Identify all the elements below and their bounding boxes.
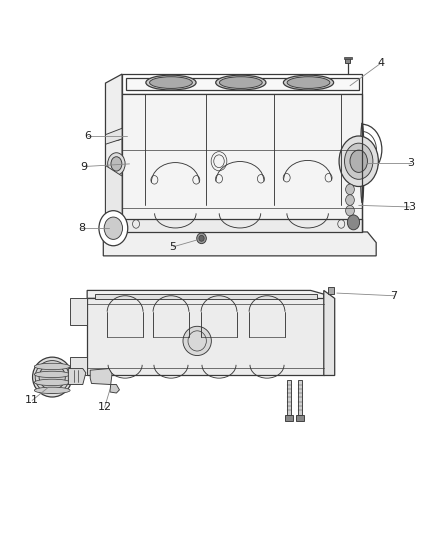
- Ellipse shape: [111, 132, 122, 141]
- Polygon shape: [109, 219, 362, 232]
- Text: 3: 3: [408, 158, 415, 168]
- Polygon shape: [106, 128, 122, 144]
- Ellipse shape: [34, 379, 70, 385]
- Polygon shape: [106, 165, 122, 219]
- Ellipse shape: [34, 364, 70, 369]
- Polygon shape: [106, 74, 122, 240]
- Polygon shape: [297, 380, 302, 415]
- Polygon shape: [328, 287, 334, 294]
- Text: 6: 6: [85, 131, 92, 141]
- Ellipse shape: [216, 75, 266, 90]
- Ellipse shape: [183, 326, 212, 356]
- Circle shape: [346, 205, 354, 216]
- Text: 12: 12: [98, 402, 112, 413]
- Text: 7: 7: [390, 290, 397, 301]
- Ellipse shape: [146, 75, 196, 90]
- Circle shape: [104, 217, 123, 239]
- Polygon shape: [110, 384, 120, 393]
- Text: 9: 9: [80, 161, 87, 172]
- Ellipse shape: [39, 365, 65, 390]
- Ellipse shape: [197, 233, 206, 244]
- Polygon shape: [95, 294, 317, 300]
- Polygon shape: [345, 58, 350, 63]
- Text: 13: 13: [403, 202, 417, 212]
- Text: 11: 11: [25, 395, 39, 406]
- Polygon shape: [122, 94, 362, 232]
- Polygon shape: [90, 368, 112, 384]
- Ellipse shape: [111, 157, 122, 171]
- Polygon shape: [344, 56, 352, 59]
- Ellipse shape: [34, 387, 70, 393]
- Ellipse shape: [360, 123, 364, 203]
- Ellipse shape: [150, 77, 192, 88]
- Ellipse shape: [287, 77, 330, 88]
- Polygon shape: [127, 78, 359, 90]
- Circle shape: [346, 184, 354, 195]
- Polygon shape: [70, 298, 87, 325]
- Ellipse shape: [345, 143, 373, 179]
- Polygon shape: [287, 380, 291, 415]
- Polygon shape: [285, 415, 293, 421]
- Ellipse shape: [108, 153, 125, 175]
- Text: 8: 8: [78, 223, 85, 233]
- Circle shape: [99, 211, 128, 246]
- Polygon shape: [296, 415, 304, 421]
- Circle shape: [347, 215, 360, 230]
- Polygon shape: [87, 298, 324, 375]
- Ellipse shape: [219, 77, 262, 88]
- Ellipse shape: [199, 236, 204, 241]
- Polygon shape: [70, 357, 87, 375]
- Ellipse shape: [283, 75, 334, 90]
- Polygon shape: [68, 368, 86, 384]
- Ellipse shape: [32, 357, 72, 397]
- Polygon shape: [324, 290, 335, 375]
- Ellipse shape: [339, 136, 378, 187]
- Circle shape: [346, 195, 354, 205]
- Ellipse shape: [350, 150, 367, 172]
- Text: 4: 4: [377, 59, 384, 68]
- Polygon shape: [87, 290, 324, 300]
- Text: 5: 5: [170, 242, 177, 252]
- Polygon shape: [103, 232, 376, 256]
- Ellipse shape: [35, 361, 69, 393]
- Ellipse shape: [34, 371, 70, 377]
